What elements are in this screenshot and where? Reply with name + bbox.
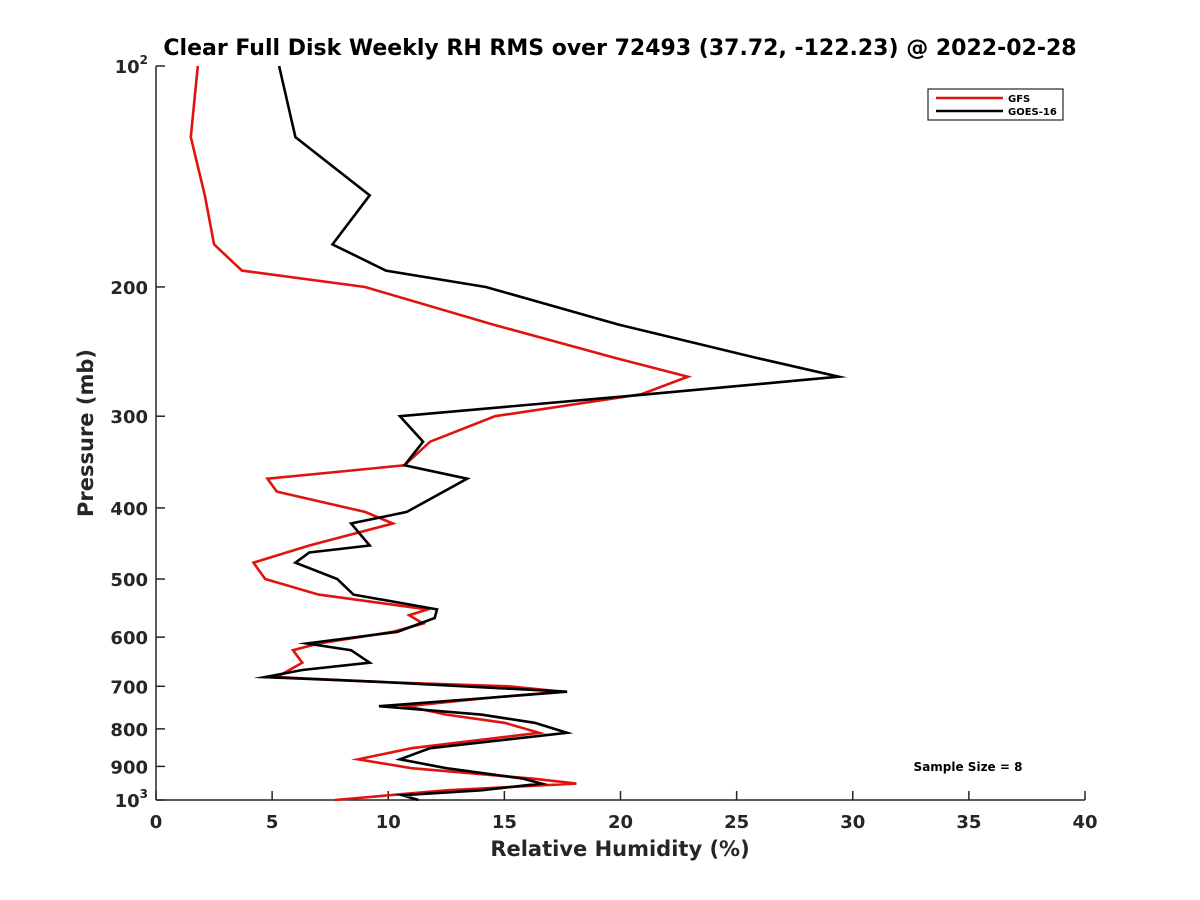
x-tick-label: 5 — [266, 812, 279, 833]
y-tick-base: 700 — [110, 677, 148, 698]
x-axis-label: Relative Humidity (%) — [490, 837, 749, 861]
y-tick-label: 200 — [110, 278, 148, 299]
x-tick-label: 0 — [150, 812, 163, 833]
y-tick-label: 700 — [110, 677, 148, 698]
y-tick-base: 10 — [115, 791, 140, 812]
y-tick-base: 500 — [110, 570, 148, 591]
x-tick-label: 15 — [492, 812, 517, 833]
x-tick-label: 25 — [724, 812, 749, 833]
y-tick-label: 102 — [115, 53, 148, 78]
y-tick-base: 600 — [110, 628, 148, 649]
x-tick-label: 30 — [840, 812, 865, 833]
y-tick-exponent: 3 — [140, 787, 148, 801]
x-tick-label: 35 — [956, 812, 981, 833]
y-tick-base: 300 — [110, 407, 148, 428]
y-tick-base: 400 — [110, 499, 148, 520]
y-tick-base: 200 — [110, 278, 148, 299]
y-tick-base: 900 — [110, 757, 148, 778]
axes: 0 5 10 15 20 25 30 35 40102200300400500600700800… — [110, 53, 1097, 833]
x-tick-label: 10 — [376, 812, 401, 833]
y-tick-label: 600 — [110, 628, 148, 649]
y-tick-exponent: 2 — [140, 53, 148, 67]
legend-box — [927, 88, 1064, 121]
chart-title: Clear Full Disk Weekly RH RMS over 72493… — [163, 36, 1076, 61]
legend: GFS GOES-16 — [927, 88, 1064, 121]
legend-label: GFS — [1008, 94, 1030, 105]
x-tick-label: 20 — [608, 812, 633, 833]
y-tick-label: 300 — [110, 407, 148, 428]
y-tick-label: 800 — [110, 720, 148, 741]
series-line-gfs — [189, 65, 693, 802]
y-axis-label: Pressure (mb) — [74, 349, 98, 517]
x-tick-label: 40 — [1072, 812, 1097, 833]
y-tick-label: 103 — [115, 787, 148, 812]
y-tick-base: 800 — [110, 720, 148, 741]
y-tick-label: 900 — [110, 757, 148, 778]
series-layer — [189, 65, 848, 802]
sample-size-annotation: Sample Size = 8 — [914, 760, 1023, 774]
y-tick-base: 10 — [115, 57, 140, 78]
y-tick-label: 500 — [110, 570, 148, 591]
y-tick-label: 400 — [110, 499, 148, 520]
legend-label: GOES-16 — [1008, 107, 1057, 118]
series-line-goes-16 — [253, 65, 848, 802]
